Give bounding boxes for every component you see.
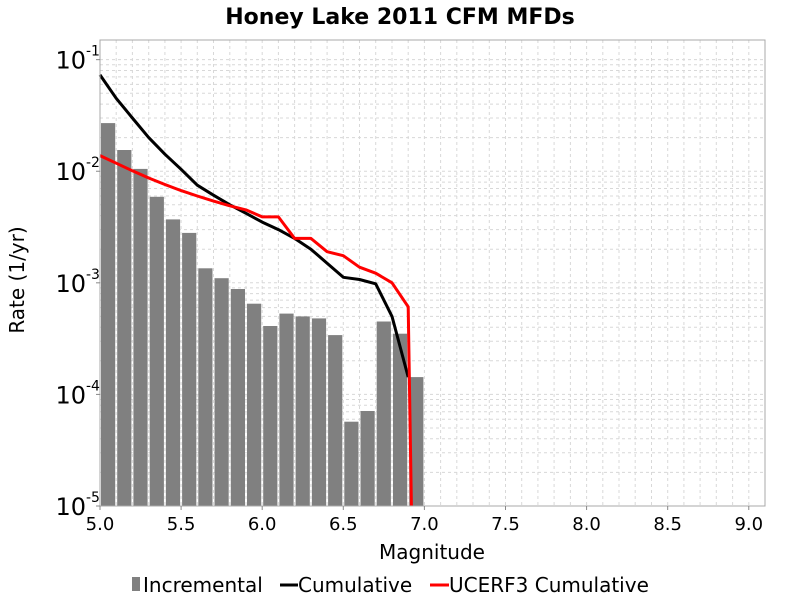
- plot-area: [99, 39, 766, 507]
- cumulative-line: [98, 74, 410, 378]
- x-tick-label: 7.5: [491, 514, 520, 535]
- y-tick-label: 10: [55, 381, 86, 409]
- x-tick-label: 8.0: [572, 514, 601, 535]
- y-tick-exponent: -5: [86, 490, 100, 506]
- y-tick-exponent: -3: [86, 267, 100, 283]
- incremental-bar: [409, 377, 424, 506]
- legend-label-incremental: Incremental: [143, 573, 263, 597]
- ucerf3-cumulative-line: [99, 154, 413, 507]
- y-tick-exponent: -4: [86, 378, 100, 394]
- incremental-bar: [295, 316, 310, 506]
- incremental-bar: [263, 326, 278, 506]
- y-tick-label: 10: [55, 270, 86, 298]
- x-tick-label: 5.0: [86, 514, 115, 535]
- incremental-bar: [198, 268, 213, 506]
- legend-label-cumulative: Cumulative: [298, 573, 412, 597]
- incremental-bar: [230, 289, 245, 506]
- y-tick-exponent: -2: [86, 155, 100, 171]
- x-tick-label: 5.5: [167, 514, 196, 535]
- chart-title: Honey Lake 2011 CFM MFDs: [225, 5, 575, 30]
- incremental-bar: [247, 303, 262, 506]
- incremental-bar: [133, 168, 148, 506]
- x-axis-label: Magnitude: [379, 540, 485, 564]
- incremental-bar: [117, 150, 132, 506]
- y-axis-label: Rate (1/yr): [5, 226, 29, 333]
- x-tick-label: 9.0: [734, 514, 763, 535]
- legend-label-ucerf3: UCERF3 Cumulative: [449, 573, 649, 597]
- cumulative-lines: [98, 74, 413, 507]
- incremental-bar: [149, 196, 164, 507]
- y-tick-label: 10: [55, 47, 86, 75]
- incremental-bar: [165, 219, 181, 506]
- incremental-bar: [393, 333, 408, 506]
- legend: Incremental Cumulative UCERF3 Cumulative: [132, 573, 649, 597]
- legend-swatch-incremental: [132, 577, 140, 591]
- y-tick-label: 10: [55, 493, 86, 521]
- x-tick-label: 7.0: [410, 514, 439, 535]
- incremental-bar: [360, 411, 375, 506]
- y-tick-label: 10: [55, 158, 86, 186]
- incremental-bar: [214, 278, 229, 506]
- x-tick-label: 6.5: [329, 514, 358, 535]
- incremental-bar: [328, 335, 343, 506]
- y-tick-exponent: -1: [86, 44, 100, 60]
- x-tick-label: 6.0: [248, 514, 277, 535]
- incremental-bar: [279, 313, 294, 506]
- x-tick-label: 8.5: [653, 514, 682, 535]
- incremental-bar: [101, 123, 116, 506]
- incremental-bar: [376, 321, 391, 506]
- incremental-bar: [344, 421, 359, 506]
- x-axis-ticks: 5.0 5.5 6.0 6.5 7.0 7.5 8.0 8.5 9.0: [86, 506, 763, 535]
- incremental-bar: [311, 318, 327, 506]
- y-axis-ticks: 10-110-210-310-410-5: [55, 44, 100, 521]
- incremental-bars: [101, 123, 424, 507]
- incremental-bar: [182, 232, 197, 506]
